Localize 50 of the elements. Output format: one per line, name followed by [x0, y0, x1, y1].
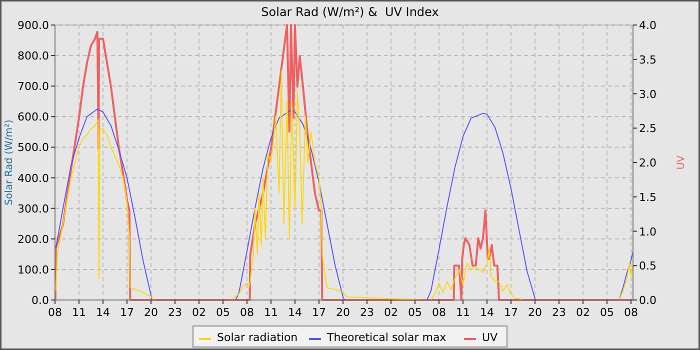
y2-tick-label: 3.0 [639, 88, 656, 101]
y-axis-title: Solar Rad (W/m²) [4, 119, 15, 206]
x-tick-label: 05 [216, 306, 230, 319]
x-tick-label: 20 [528, 306, 542, 319]
y2-tick-label: 1.0 [639, 225, 656, 238]
x-tick-label: 20 [144, 306, 158, 319]
x-tick-label: 23 [360, 306, 374, 319]
chart-title: Solar Rad (W/m²) & UV Index [261, 5, 439, 19]
y-tick-label: 400.0 [18, 172, 49, 185]
y-tick-label: 0.0 [32, 294, 49, 307]
x-tick-label: 08 [432, 306, 446, 319]
y2-tick-label: 3.5 [639, 53, 656, 66]
x-tick-label: 17 [120, 306, 134, 319]
x-tick-label: 02 [576, 306, 590, 319]
x-tick-label: 02 [192, 306, 206, 319]
y-tick-label: 700.0 [18, 80, 49, 94]
y-tick-label: 100.0 [18, 263, 49, 276]
x-tick-label: 23 [552, 306, 566, 319]
x-tick-label: 11 [456, 306, 470, 319]
y2-tick-label: 2.5 [639, 122, 656, 136]
y2-tick-label: 0.0 [639, 294, 656, 307]
x-tick-label: 17 [504, 306, 518, 319]
x-tick-label: 11 [264, 306, 278, 319]
y2-tick-label: 4.0 [639, 19, 656, 32]
y2-tick-label: 0.5 [639, 260, 656, 273]
legend-label: Solar radiation [217, 331, 298, 344]
legend-label: Theoretical solar max [326, 331, 447, 344]
y-tick-label: 800.0 [18, 50, 49, 63]
y-tick-label: 300.0 [18, 202, 49, 216]
x-tick-label: 20 [336, 306, 350, 319]
x-tick-label: 08 [624, 306, 638, 319]
y-tick-label: 600.0 [18, 110, 49, 124]
x-tick-label: 11 [72, 306, 86, 319]
x-tick-label: 14 [96, 306, 110, 319]
x-tick-label: 02 [384, 306, 398, 319]
y-tick-label: 900.0 [18, 19, 49, 32]
y-tick-label: 200.0 [18, 232, 49, 246]
x-tick-label: 17 [312, 306, 326, 319]
x-tick-label: 14 [288, 306, 302, 319]
x-tick-label: 05 [408, 306, 422, 319]
y2-tick-label: 2.0 [639, 156, 656, 170]
y2-tick-label: 1.5 [639, 190, 656, 204]
x-tick-label: 08 [48, 306, 62, 319]
x-tick-label: 05 [600, 306, 614, 319]
legend-label: UV [482, 331, 498, 344]
x-tick-label: 23 [168, 306, 182, 319]
y-tick-label: 500.0 [18, 141, 49, 154]
y2-axis-title: UV [676, 155, 687, 170]
x-tick-label: 14 [480, 306, 494, 319]
x-tick-label: 08 [240, 306, 254, 319]
